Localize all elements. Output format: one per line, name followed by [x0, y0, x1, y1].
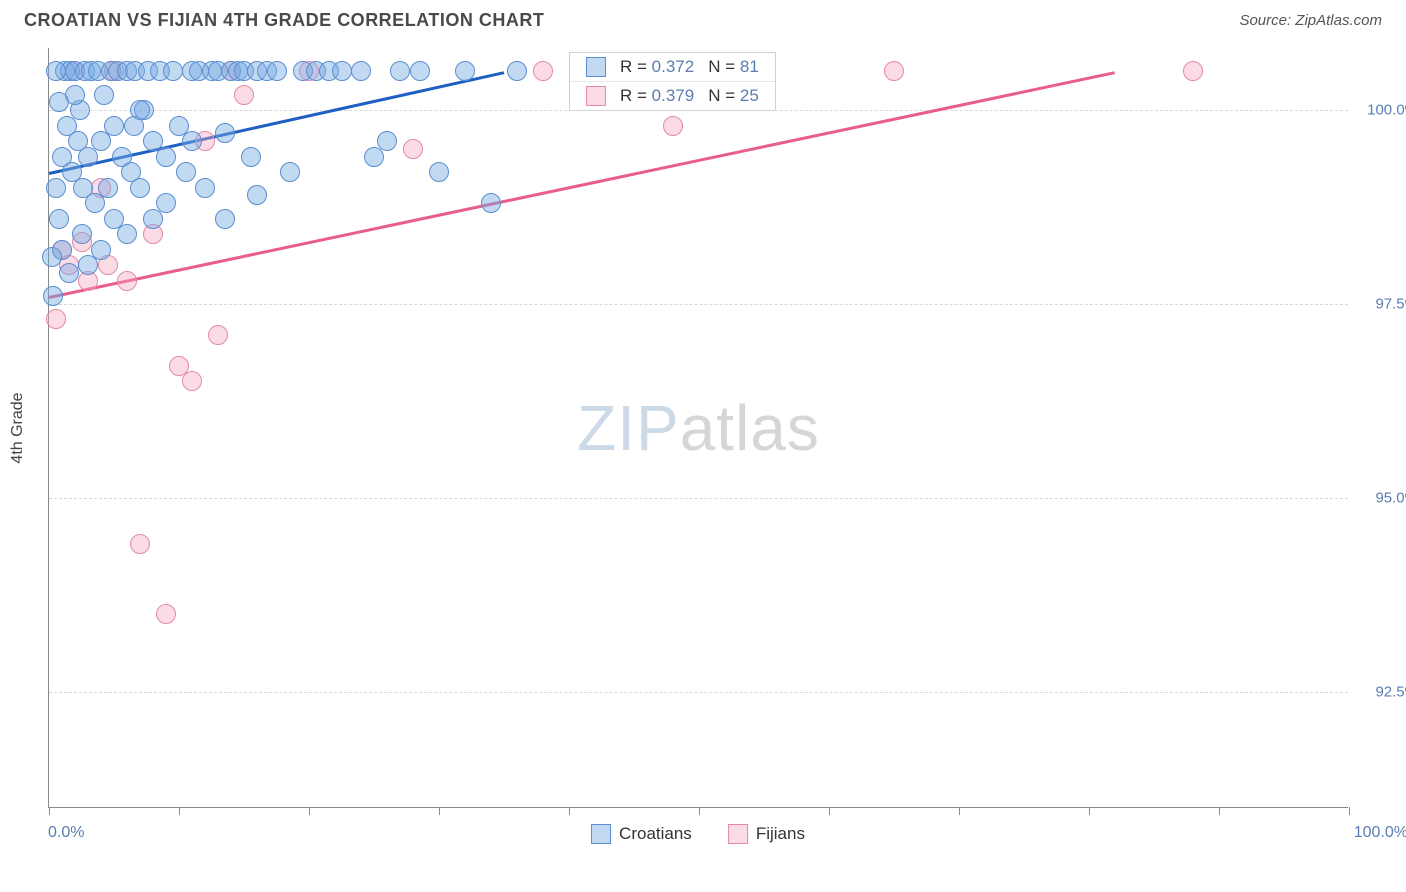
- data-point: [215, 209, 235, 229]
- plot-area: ZIPatlas R = 0.372 N = 81 R = 0.379 N = …: [48, 48, 1348, 808]
- data-point: [124, 116, 144, 136]
- data-point: [46, 178, 66, 198]
- x-tick: [1219, 807, 1220, 815]
- data-point: [78, 255, 98, 275]
- y-tick-label: 100.0%: [1358, 102, 1406, 119]
- data-point: [481, 193, 501, 213]
- data-point: [429, 162, 449, 182]
- data-point: [43, 286, 63, 306]
- x-tick: [569, 807, 570, 815]
- gridline: [49, 692, 1348, 693]
- x-tick: [179, 807, 180, 815]
- gridline: [49, 304, 1348, 305]
- y-tick-label: 95.0%: [1358, 489, 1406, 506]
- data-point: [176, 162, 196, 182]
- x-tick: [439, 807, 440, 815]
- data-point: [117, 271, 137, 291]
- y-tick-label: 92.5%: [1358, 683, 1406, 700]
- gridline: [49, 110, 1348, 111]
- data-point: [94, 85, 114, 105]
- source-attribution: Source: ZipAtlas.com: [1239, 12, 1382, 29]
- swatch-blue-icon: [586, 57, 606, 77]
- data-point: [49, 209, 69, 229]
- data-point: [332, 61, 352, 81]
- data-point: [1183, 61, 1203, 81]
- x-tick: [829, 807, 830, 815]
- data-point: [156, 604, 176, 624]
- data-point: [156, 147, 176, 167]
- x-axis-max-label: 100.0%: [1354, 824, 1406, 842]
- data-point: [377, 131, 397, 151]
- data-point: [241, 147, 261, 167]
- data-point: [104, 209, 124, 229]
- data-point: [46, 61, 66, 81]
- data-point: [143, 209, 163, 229]
- data-point: [65, 85, 85, 105]
- swatch-pink-icon: [586, 86, 606, 106]
- data-point: [195, 178, 215, 198]
- y-tick-label: 97.5%: [1358, 295, 1406, 312]
- data-point: [117, 224, 137, 244]
- data-point: [215, 123, 235, 143]
- data-point: [98, 178, 118, 198]
- gridline: [49, 498, 1348, 499]
- data-point: [267, 61, 287, 81]
- watermark: ZIPatlas: [577, 391, 820, 465]
- data-point: [182, 131, 202, 151]
- x-tick: [1349, 807, 1350, 815]
- bottom-legend: Croatians Fijians: [591, 824, 805, 844]
- data-point: [182, 371, 202, 391]
- data-point: [410, 61, 430, 81]
- data-point: [130, 178, 150, 198]
- data-point: [42, 247, 62, 267]
- data-point: [390, 61, 410, 81]
- legend-item-croatians: Croatians: [591, 824, 692, 844]
- data-point: [247, 185, 267, 205]
- data-point: [234, 85, 254, 105]
- data-point: [351, 61, 371, 81]
- data-point: [403, 139, 423, 159]
- data-point: [72, 224, 92, 244]
- data-point: [59, 263, 79, 283]
- x-tick: [1089, 807, 1090, 815]
- chart-container: 4th Grade ZIPatlas R = 0.372 N = 81 R = …: [48, 48, 1348, 808]
- data-point: [533, 61, 553, 81]
- data-point: [104, 116, 124, 136]
- data-point: [46, 309, 66, 329]
- y-axis-label: 4th Grade: [9, 392, 27, 463]
- swatch-blue-icon: [591, 824, 611, 844]
- legend-item-fijians: Fijians: [728, 824, 805, 844]
- stats-row-croatians: R = 0.372 N = 81: [570, 53, 775, 82]
- x-tick: [699, 807, 700, 815]
- data-point: [280, 162, 300, 182]
- x-tick: [959, 807, 960, 815]
- data-point: [208, 325, 228, 345]
- data-point: [663, 116, 683, 136]
- x-axis-min-label: 0.0%: [48, 824, 84, 842]
- x-tick: [49, 807, 50, 815]
- x-tick: [309, 807, 310, 815]
- data-point: [455, 61, 475, 81]
- stats-row-fijians: R = 0.379 N = 25: [570, 82, 775, 110]
- swatch-pink-icon: [728, 824, 748, 844]
- chart-title: CROATIAN VS FIJIAN 4TH GRADE CORRELATION…: [24, 10, 544, 31]
- stats-legend-box: R = 0.372 N = 81 R = 0.379 N = 25: [569, 52, 776, 111]
- data-point: [163, 61, 183, 81]
- data-point: [507, 61, 527, 81]
- data-point: [130, 534, 150, 554]
- data-point: [884, 61, 904, 81]
